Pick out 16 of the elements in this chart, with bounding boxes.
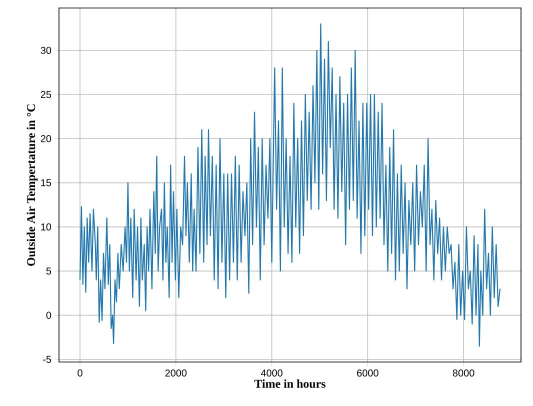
y-tick-label: 15 <box>41 179 52 186</box>
y-tick-label: 10 <box>41 223 52 230</box>
y-tick-label: 25 <box>40 90 52 98</box>
y-tick-label: -5 <box>43 356 52 363</box>
x-tick-label: 2000 <box>165 370 187 377</box>
y-tick-label: 5 <box>46 268 52 275</box>
y-tick-label: 0 <box>46 312 52 319</box>
y-axis-title: Outside Air Tempertature in °C <box>26 104 38 266</box>
x-axis-title: Time in hours <box>254 379 326 388</box>
x-tick-label: 0 <box>78 370 82 377</box>
x-tick-label: 4000 <box>260 370 282 377</box>
line-series <box>79 23 501 347</box>
y-tick-label: 30 <box>40 46 52 54</box>
x-tick-label: 8000 <box>452 370 474 377</box>
y-tick-label: 20 <box>40 135 52 142</box>
x-tick-label: 6000 <box>357 370 378 377</box>
